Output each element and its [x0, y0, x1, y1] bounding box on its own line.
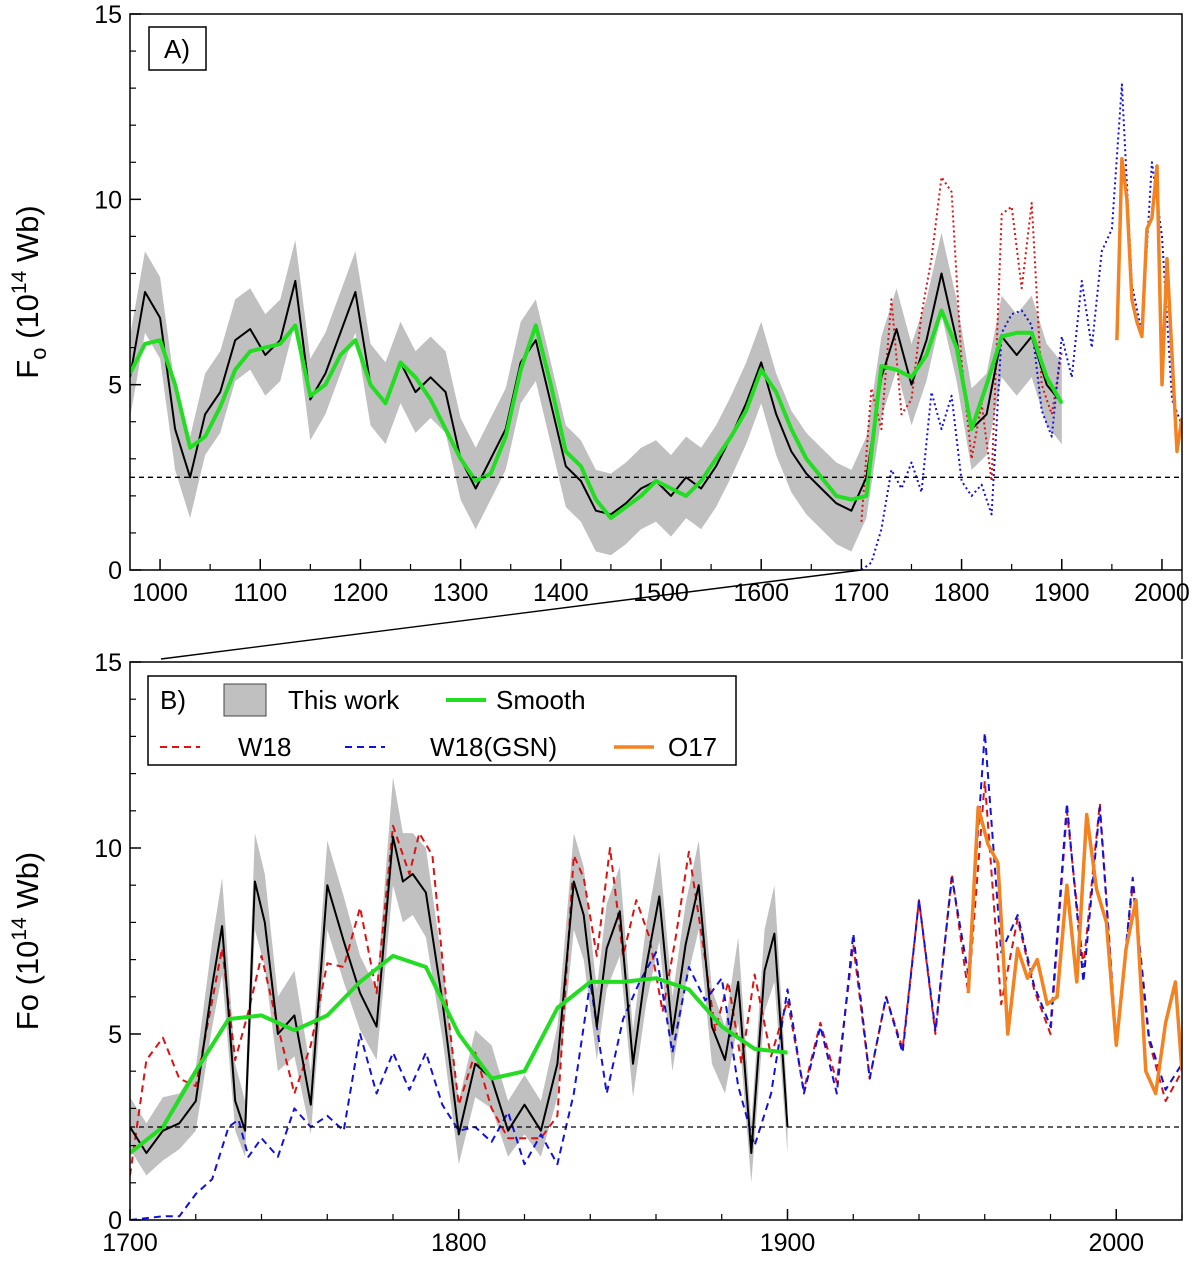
panel-a-series-smooth-line — [130, 308, 1064, 521]
panel-b-y-tick-label: 15 — [94, 649, 122, 677]
panel-a-x-tick-label: 1700 — [834, 579, 890, 607]
panel-a-x-tick-label: 1000 — [132, 579, 188, 607]
panel-b-x-tick-label: 1700 — [102, 1229, 158, 1257]
panel-b-x-tick-label: 1900 — [760, 1229, 816, 1257]
legend-swatch-this-work — [223, 683, 267, 717]
panel-b-series-this-work-line — [130, 835, 789, 1154]
panel-b-label: B) — [160, 685, 186, 715]
panel-a-y-tick-label: 10 — [94, 186, 122, 214]
panel-b-y-axis-title: Fo (1014 Wb) — [8, 852, 45, 1030]
panel-a-y-tick-label: 5 — [108, 372, 122, 400]
legend-label-w18-gsn-: W18(GSN) — [430, 732, 557, 762]
panel-a-x-tick-label: 1100 — [233, 579, 287, 607]
panel-b-series-o17-line — [966, 805, 1182, 1096]
panel-a-series-this-work-line — [130, 272, 1063, 516]
panel-b-y-tick-label: 5 — [108, 1021, 122, 1049]
panel-b-series-w18-line — [130, 780, 1182, 1176]
legend-label-o17: O17 — [668, 732, 717, 762]
panel-b-x-tick-label: 1800 — [431, 1229, 487, 1257]
panel-b-chart: 0 5 10 15 1700 1800 1900 2000 Fo (1014 Wb) B) This… — [8, 649, 1183, 1257]
panel-a-series-o17-line — [1115, 156, 1182, 454]
panel-b-y-tick-label: 0 — [108, 1207, 122, 1235]
panel-a-y-axis-title: Fo (1014 Wb) — [8, 205, 51, 378]
panel-b-x-tick-label: 2000 — [1088, 1229, 1144, 1257]
panel-a-x-tick-label: 1600 — [733, 579, 789, 607]
zoom-connector-lines — [160, 569, 1183, 660]
panel-a-frame — [129, 13, 1183, 571]
panel-a-x-tick-label: 1900 — [1034, 579, 1090, 607]
panel-a-series-w18-gsn--line — [860, 83, 1182, 570]
legend-label-smooth: Smooth — [496, 685, 586, 715]
panel-b-y-tick-label: 10 — [94, 835, 122, 863]
panel-a-series-this-work-band — [130, 232, 1062, 556]
panel-a-label-box — [148, 26, 207, 71]
panel-b-plot-area: 0 5 10 15 1700 1800 1900 2000 Fo (1014 Wb) B) This… — [8, 649, 1183, 1257]
panel-a-x-tick-label: 1800 — [934, 579, 990, 607]
panel-a-y-tick-label: 15 — [94, 1, 122, 29]
legend-label-this-work: This work — [288, 685, 400, 715]
panel-b-series-w18-gsn--line — [130, 731, 1182, 1220]
panel-b-series-smooth-line — [130, 953, 788, 1155]
panel-b-series-this-work-band — [130, 777, 788, 1183]
panel-a-y-tick-label: 0 — [108, 557, 122, 585]
legend-label-w18: W18 — [238, 732, 291, 762]
panel-a-label: A) — [164, 34, 190, 64]
panel-a-x-tick-label: 2000 — [1134, 579, 1190, 607]
panel-a-x-tick-label: 1300 — [433, 579, 489, 607]
panel-a-x-tick-label: 1400 — [533, 579, 589, 607]
panel-a-x-tick-label: 1200 — [333, 579, 389, 607]
